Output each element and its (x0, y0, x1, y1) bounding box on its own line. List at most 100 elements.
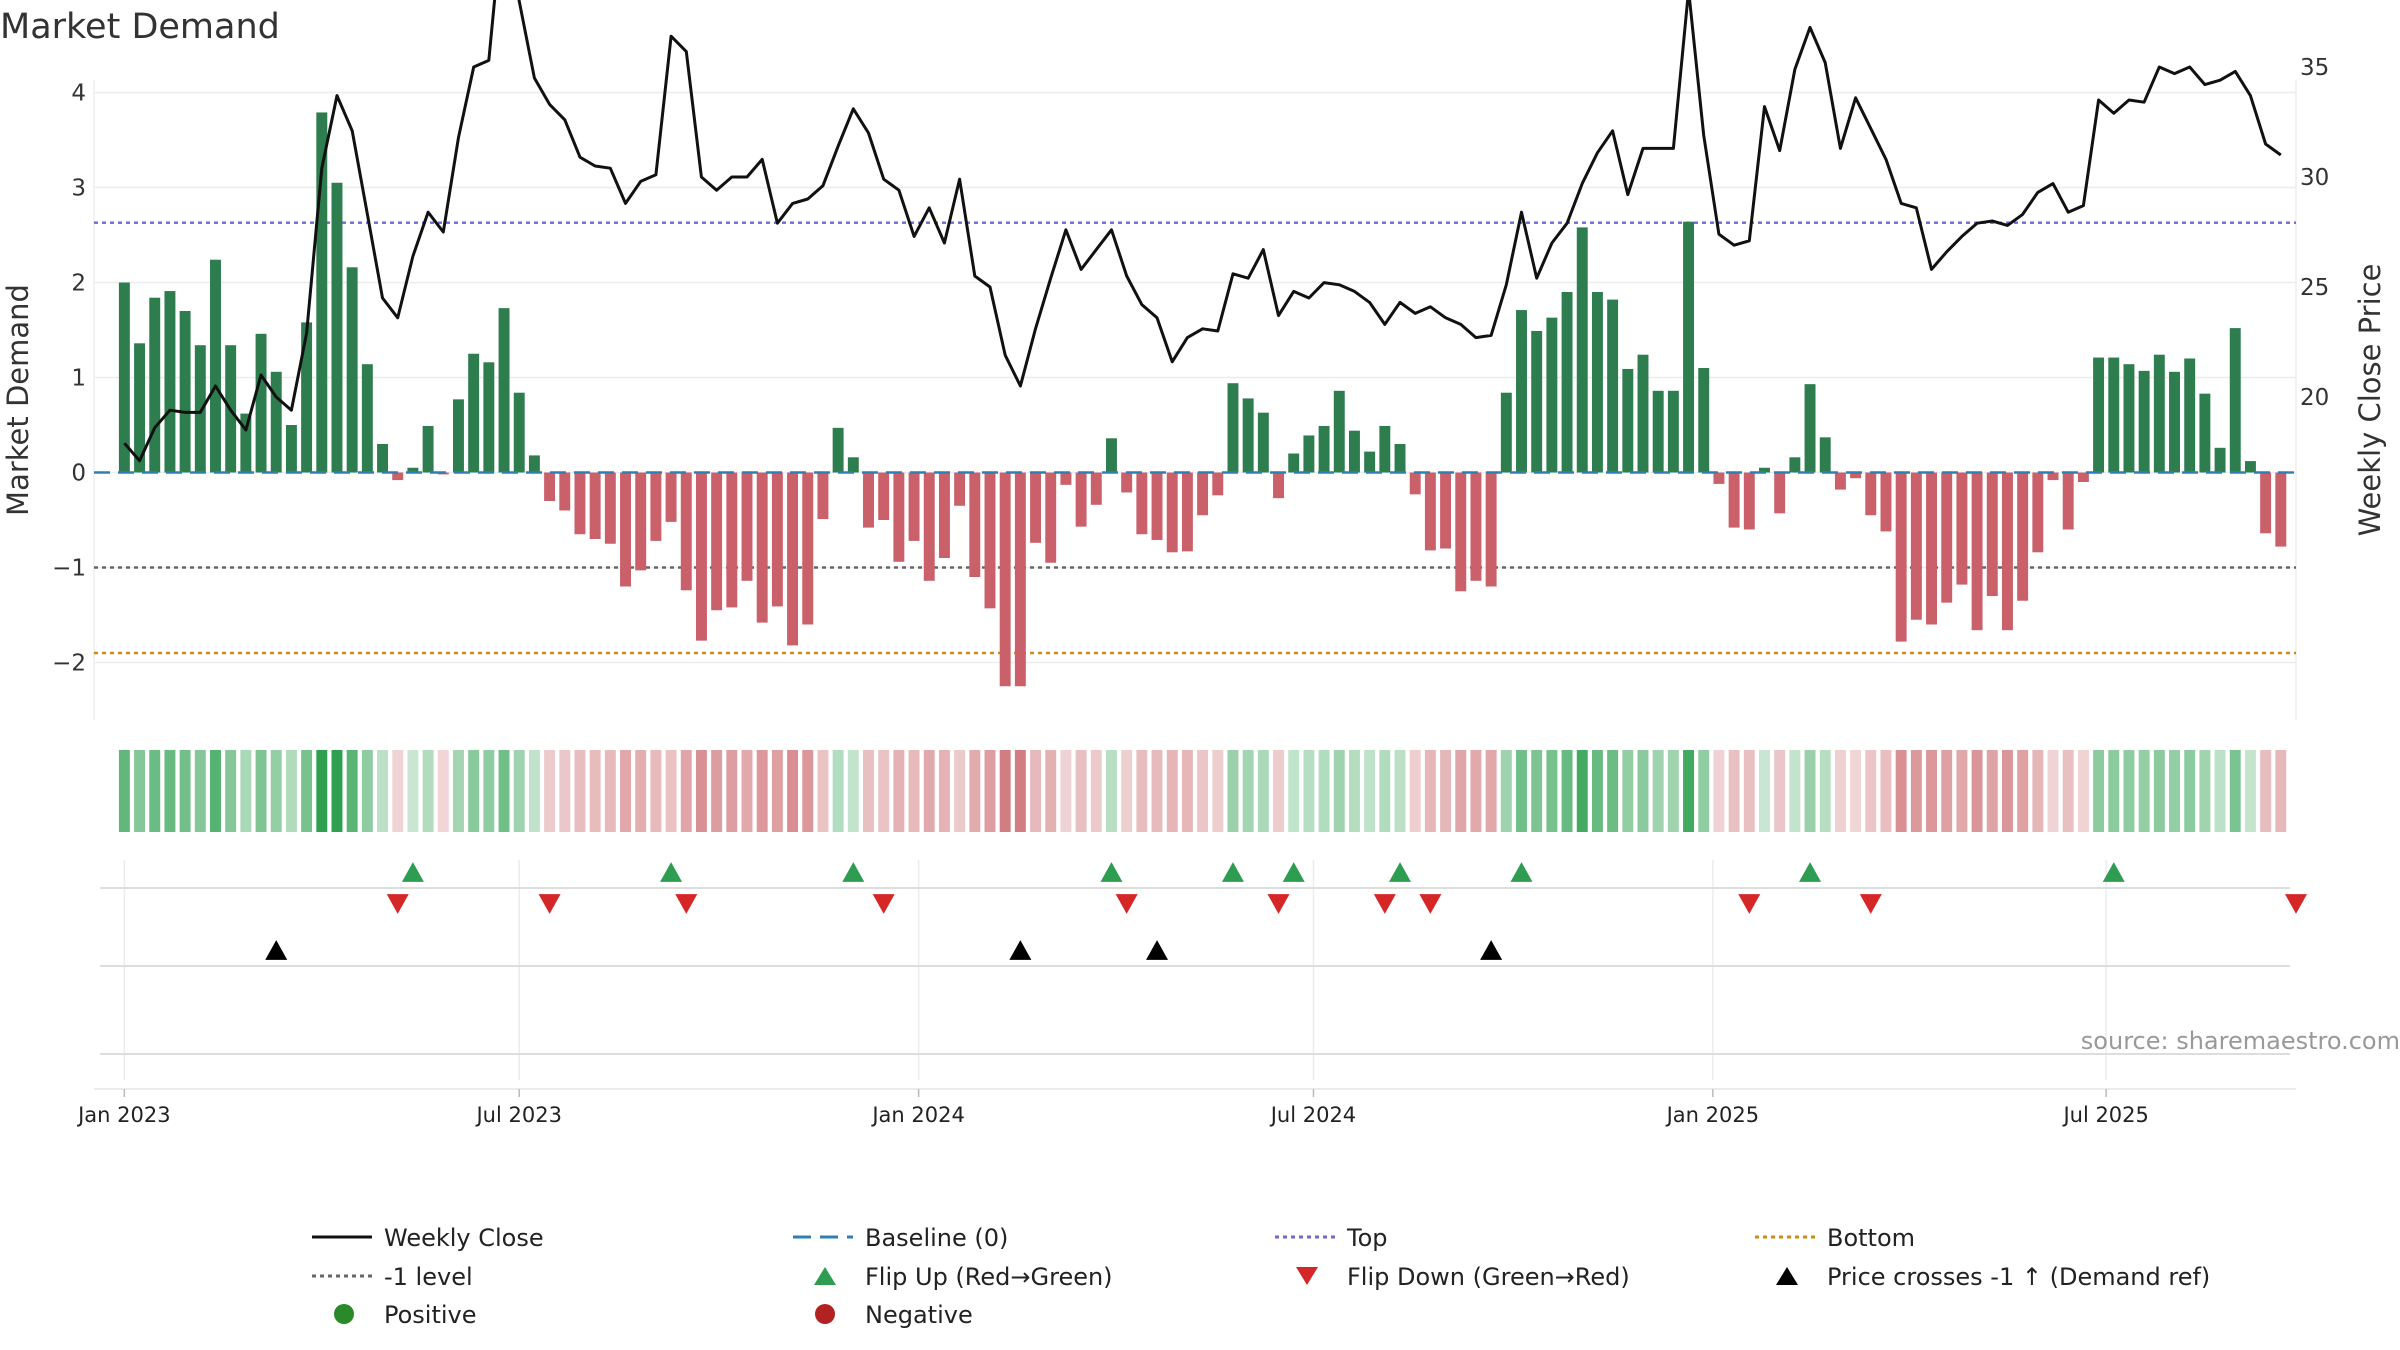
heat-cell (984, 750, 996, 832)
heat-cell (1728, 750, 1740, 832)
y2-tick-label: 35 (2300, 55, 2329, 81)
heat-cell (194, 750, 206, 832)
heat-cell (1470, 750, 1482, 832)
legend-label: Positive (384, 1301, 477, 1329)
demand-bar-positive (1607, 299, 1619, 473)
demand-bar-negative (938, 472, 950, 558)
heat-cell (878, 750, 890, 832)
heat-cell (999, 750, 1011, 832)
heat-cell (2153, 750, 2165, 832)
demand-bar-negative (1424, 472, 1436, 551)
heat-cell (559, 750, 571, 832)
demand-bar-positive (832, 427, 844, 473)
heat-cell (1242, 750, 1254, 832)
heat-cell (863, 750, 874, 832)
legend-label: Weekly Close (384, 1224, 544, 1252)
demand-bar-negative (620, 472, 631, 587)
heat-cell (2062, 750, 2074, 832)
heat-cell (1789, 750, 1801, 832)
demand-bar-positive (2244, 461, 2256, 473)
heat-cell (498, 750, 510, 832)
demand-bar-negative (1075, 472, 1087, 527)
x-tick-label: Jul 2024 (1269, 1103, 1356, 1127)
demand-bar-negative (1136, 472, 1148, 535)
flip-up-marker (842, 862, 865, 882)
heat-cell (377, 750, 389, 832)
demand-bar-negative (1743, 472, 1755, 530)
demand-bar-positive (1500, 392, 1512, 473)
flip-up-marker (1389, 862, 1412, 882)
demand-bar-negative (1212, 472, 1224, 496)
heat-cell (422, 750, 434, 832)
demand-bar-positive (498, 308, 510, 473)
heat-cell (407, 750, 419, 832)
demand-bar-negative (1470, 472, 1482, 581)
heat-cell (1926, 750, 1937, 832)
flip-up-marker (1221, 862, 1244, 882)
heat-cell (817, 750, 829, 832)
heat-cell (1364, 750, 1376, 832)
heat-cell (1865, 750, 1877, 832)
heat-cell (1045, 750, 1057, 832)
demand-bar-negative (1440, 472, 1452, 549)
demand-bar-negative (2275, 472, 2287, 547)
heat-cell (179, 750, 191, 832)
heat-cell (680, 750, 692, 832)
demand-bar-negative (2260, 472, 2272, 534)
flip-down-marker (872, 894, 895, 914)
heat-cell (1759, 750, 1770, 832)
demand-bar-negative (756, 472, 768, 623)
y2-tick-label: 25 (2300, 275, 2329, 301)
demand-bar-positive (422, 425, 434, 473)
y2-tick-label: 20 (2300, 385, 2329, 411)
heat-cell (1333, 750, 1345, 832)
demand-bar-negative (635, 472, 647, 571)
heat-cell (544, 750, 556, 832)
heat-cell (301, 750, 313, 832)
heat-cell (1546, 750, 1558, 832)
demand-bar-negative (2047, 472, 2059, 481)
demand-bar-positive (1318, 425, 1330, 473)
demand-bar-positive (2108, 357, 2120, 473)
heat-cell (1151, 750, 1163, 832)
heat-cell (164, 750, 176, 832)
signal-panels (100, 862, 2307, 1055)
heat-cell (1075, 750, 1087, 832)
demand-bar-negative (1151, 472, 1163, 540)
heat-cell (1850, 750, 1862, 832)
demand-bar-positive (1683, 221, 1695, 473)
price-cross-marker (1480, 940, 1503, 960)
heat-cell (2275, 750, 2287, 832)
heat-cell (1774, 750, 1786, 832)
demand-bar-negative (1850, 472, 1862, 479)
heat-cell (210, 750, 221, 832)
x-axis-ticks: Jan 2023 Jul 2023 Jan 2024 Jul 2024 Jan 2025… (76, 1088, 2296, 1127)
heat-cell (938, 750, 950, 832)
heat-cell (2184, 750, 2196, 832)
heat-cell (2199, 750, 2211, 832)
heat-cell (2001, 750, 2013, 832)
heat-cell (589, 750, 601, 832)
legend-triangle-down-icon (1296, 1267, 1318, 1285)
demand-bars (118, 112, 2287, 687)
demand-bar-positive (1303, 435, 1315, 473)
price-cross-marker (265, 940, 288, 960)
demand-bar-positive (1227, 383, 1239, 473)
heat-cell (847, 750, 859, 832)
demand-bar-negative (984, 472, 996, 609)
heat-cell (695, 750, 707, 832)
heat-cell (1652, 750, 1664, 832)
demand-bar-negative (1409, 472, 1421, 495)
demand-bar-negative (923, 472, 935, 581)
demand-bar-positive (270, 371, 282, 473)
price-cross-marker (1009, 940, 1032, 960)
heat-cell (2017, 750, 2029, 832)
heat-cell (1683, 750, 1695, 832)
demand-bar-negative (893, 472, 905, 562)
demand-bar-positive (1333, 390, 1345, 473)
heat-cell (741, 750, 753, 832)
demand-bar-negative (1121, 472, 1133, 493)
y-tick-label: −1 (52, 556, 86, 582)
heat-cell (665, 750, 677, 832)
demand-bar-negative (863, 472, 874, 528)
